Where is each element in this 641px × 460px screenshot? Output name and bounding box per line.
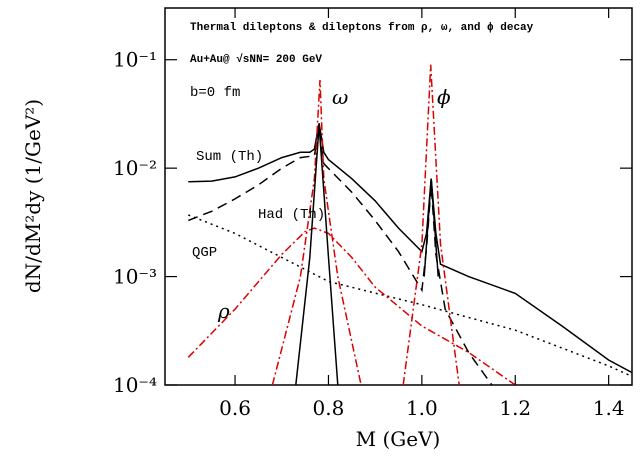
annotation: QGP	[192, 245, 217, 261]
lines	[187, 64, 632, 385]
line-series	[423, 178, 439, 277]
x-tick-label: 1.2	[499, 396, 531, 420]
annotation: Had (Th)	[258, 207, 325, 223]
line-series	[402, 64, 460, 385]
y-tick-label: 10⁻⁴	[113, 373, 157, 397]
annotation: ρ	[217, 299, 230, 323]
line-series	[188, 123, 632, 374]
y-tick-label: 10⁻³	[113, 265, 157, 289]
y-tick-label: 10⁻²	[113, 156, 157, 180]
x-axis-label: M (GeV)	[356, 427, 441, 451]
annotation: Sum (Th)	[196, 149, 263, 165]
x-tick-label: 0.6	[219, 396, 251, 420]
annotation: ϕ	[437, 85, 451, 109]
x-tick-label: 0.8	[313, 396, 345, 420]
x-tick-label: 1.4	[593, 396, 625, 420]
annotation: ω	[332, 85, 348, 109]
annotation: b=0 fm	[190, 85, 240, 101]
subtitle: Au+Au@ √sNN= 200 GeV	[190, 53, 322, 66]
x-tick-label: 1.0	[406, 396, 438, 420]
line-series	[187, 227, 516, 385]
y-axis-label: dN/dM²dy (1/GeV²)	[21, 99, 45, 293]
line-series	[188, 126, 493, 385]
chart-title: Thermal dileptons & dileptons from ρ, ω,…	[190, 22, 534, 34]
y-tick-label: 10⁻¹	[113, 48, 157, 72]
plot-frame	[164, 7, 633, 386]
line-series	[271, 79, 362, 385]
line-series	[295, 124, 339, 385]
